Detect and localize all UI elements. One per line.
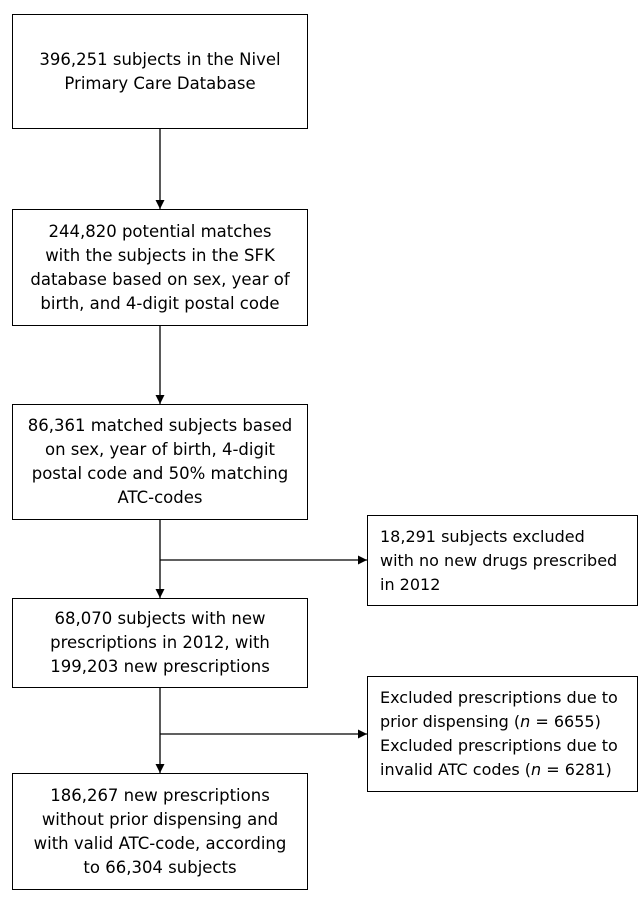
box-line: 199,203 new prescriptions [50, 657, 270, 676]
box-line: Excluded prescriptions due to [380, 688, 618, 707]
n-symbol: n [520, 712, 531, 731]
box-exclusion-prescriptions: Excluded prescriptions due to prior disp… [367, 676, 638, 792]
box-line: Primary Care Database [64, 73, 256, 93]
box-line: 86,361 matched subjects based [27, 416, 293, 435]
box-line: to 66,304 subjects [83, 857, 237, 877]
box-new-prescriptions: 68,070 subjects with new prescriptions i… [12, 598, 308, 688]
box-line: 244,820 potential matches [48, 221, 272, 241]
box-line: in 2012 [380, 574, 441, 594]
box-line: ATC-codes [117, 488, 203, 507]
box-line: database based on sex, year of [30, 269, 290, 289]
text-fragment: = 6281) [541, 760, 612, 779]
box-potential-matches: 244,820 potential matches with the subje… [12, 209, 308, 326]
box-exclusion-no-new-drugs: 18,291 subjects excluded with no new dru… [367, 515, 638, 606]
box-line: postal code and 50% matching [31, 464, 289, 483]
box-line: on sex, year of birth, 4-digit [44, 440, 275, 459]
box-line: 68,070 subjects with new [54, 609, 266, 628]
box-line: 186,267 new prescriptions [50, 785, 270, 805]
box-line: 18,291 subjects excluded [380, 526, 585, 546]
box-line: with the subjects in the SFK [45, 245, 275, 265]
box-line: birth, and 4-digit postal code [40, 293, 280, 313]
box-line: Excluded prescriptions due to [380, 736, 618, 755]
box-line: invalid ATC codes (n = 6281) [380, 758, 612, 782]
box-matched-subjects: 86,361 matched subjects based on sex, ye… [12, 404, 308, 520]
box-line: prior dispensing (n = 6655) [380, 710, 601, 734]
text-fragment: = 6655) [530, 712, 601, 731]
n-symbol: n [531, 760, 542, 779]
box-final-prescriptions: 186,267 new prescriptions without prior … [12, 773, 308, 890]
box-line: without prior dispensing and [41, 809, 279, 829]
text-fragment: prior dispensing ( [380, 712, 521, 731]
text-fragment: invalid ATC codes ( [380, 760, 532, 779]
box-line: prescriptions in 2012, with [50, 633, 270, 652]
box-nivel-database: 396,251 subjects in the Nivel Primary Ca… [12, 14, 308, 129]
box-line: 396,251 subjects in the Nivel [39, 49, 281, 69]
box-line: with no new drugs prescribed [380, 550, 618, 570]
box-line: with valid ATC-code, according [33, 833, 287, 853]
